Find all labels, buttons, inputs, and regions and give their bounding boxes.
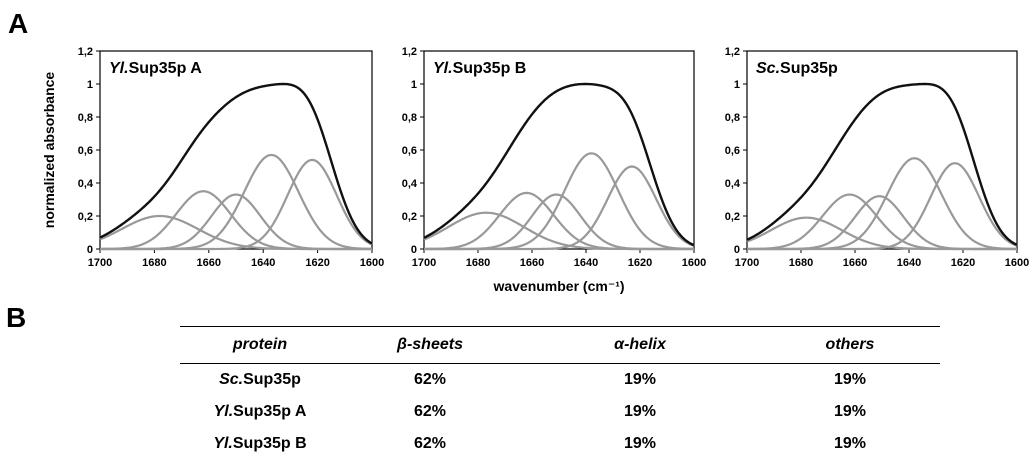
component-curve-5 [747, 162, 1018, 251]
envelope-curve [746, 82, 1018, 246]
component-curve-5 [100, 158, 373, 251]
x-tick-label: 1620 [951, 257, 975, 269]
row-others: 19% [833, 435, 867, 452]
row-protein: Yl.Sup35p B [213, 435, 307, 452]
y-tick-label: 1,2 [725, 46, 740, 58]
row-beta: 62% [413, 403, 447, 420]
y-tick-label: 1 [411, 79, 417, 91]
y-tick-label: 0,4 [402, 178, 418, 190]
x-tick-label: 1700 [735, 257, 759, 269]
y-tick-label: 0,4 [725, 178, 741, 190]
header-alpha-helix: α-helix [520, 326, 760, 364]
component-curve-4 [100, 153, 373, 251]
x-tick-label: 1700 [412, 257, 436, 269]
y-tick-label: 0,2 [78, 211, 93, 223]
y-tick-label: 0,2 [402, 211, 417, 223]
row-protein: Yl.Sup35p A [213, 403, 307, 420]
x-tick-label: 1640 [897, 257, 921, 269]
y-tick-label: 0,4 [78, 178, 94, 190]
y-tick-label: 1 [87, 79, 93, 91]
row-others: 19% [833, 403, 867, 420]
y-tick-label: 0 [411, 244, 417, 256]
header-others: others [760, 326, 940, 364]
chart-panel-1: 0 0,2 0,4 0,6 0,8 1 1,2 1700 1680 1660 1640 1620 160… [41, 46, 384, 269]
x-tick-label: 1680 [789, 257, 813, 269]
row-alpha: 19% [623, 435, 657, 452]
row-alpha: 19% [623, 403, 657, 420]
x-axis-label: wavenumber (cm⁻¹) [492, 278, 624, 294]
x-tick-label: 1620 [305, 257, 329, 269]
x-tick-label: 1660 [197, 257, 221, 269]
y-tick-label: 0,6 [725, 145, 740, 157]
x-tick-label: 1680 [466, 257, 490, 269]
component-curve-4 [424, 152, 695, 251]
header-beta-sheets: β-sheets [340, 326, 520, 364]
plot-frame [746, 50, 1018, 250]
envelope-curve [423, 82, 695, 247]
x-tick-label: 1600 [1005, 257, 1029, 269]
panel-label-b: B [6, 302, 27, 333]
x-tick-label: 1700 [88, 257, 112, 269]
component-curve-5 [424, 165, 695, 251]
component-curve-1 [423, 211, 694, 251]
table-header-row: protein β-sheets α-helix others [180, 326, 940, 364]
x-tick-label: 1660 [520, 257, 544, 269]
envelope-curve [99, 82, 373, 245]
x-tick-label: 1600 [682, 257, 706, 269]
chart-title: Yl.Sup35p A [109, 60, 202, 77]
chart-panel-3: 0 0,2 0,4 0,6 0,8 1 1,2 1700 1680 1660 1640 1620 160… [725, 46, 1030, 269]
x-tick-label: 1660 [843, 257, 867, 269]
row-others: 19% [833, 371, 867, 388]
secondary-structure-table: protein β-sheets α-helix others Sc.Sup35… [180, 326, 940, 460]
y-tick-label: 0,2 [725, 211, 740, 223]
panel-label-a: A [8, 8, 29, 39]
y-tick-label: 0 [734, 244, 740, 256]
row-beta: 62% [413, 435, 447, 452]
spectra-figure: 0 0,2 0,4 0,6 0,8 1 1,2 1700 1680 1660 1640 1620 160… [41, 46, 1030, 294]
y-tick-label: 1 [734, 79, 740, 91]
y-tick-label: 0,6 [402, 145, 417, 157]
row-alpha: 19% [623, 371, 657, 388]
y-tick-label: 1,2 [78, 46, 93, 58]
y-axis-label: normalized absorbance [41, 72, 57, 229]
chart-title: Yl.Sup35p B [433, 60, 526, 77]
y-tick-label: 1,2 [402, 46, 417, 58]
y-tick-label: 0,6 [78, 145, 93, 157]
y-tick-label: 0,8 [725, 112, 740, 124]
x-tick-label: 1640 [574, 257, 598, 269]
table-row: Yl.Sup35p A 62% 19% 19% [180, 396, 940, 428]
table-row: Yl.Sup35p B 62% 19% 19% [180, 428, 940, 460]
y-tick-label: 0 [87, 244, 93, 256]
row-protein: Sc.Sup35p [219, 371, 301, 388]
header-protein: protein [180, 326, 340, 364]
row-beta: 62% [413, 371, 447, 388]
chart-title: Sc.Sup35p [756, 60, 838, 77]
chart-panel-2: 0 0,2 0,4 0,6 0,8 1 1,2 1700 1680 1660 1640 1620 160… [402, 46, 707, 294]
x-tick-label: 1680 [142, 257, 166, 269]
table-row: Sc.Sup35p 62% 19% 19% [180, 364, 940, 397]
y-tick-label: 0,8 [402, 112, 417, 124]
y-tick-label: 0,8 [78, 112, 93, 124]
x-tick-label: 1600 [360, 257, 384, 269]
x-tick-label: 1640 [251, 257, 275, 269]
x-tick-label: 1620 [628, 257, 652, 269]
